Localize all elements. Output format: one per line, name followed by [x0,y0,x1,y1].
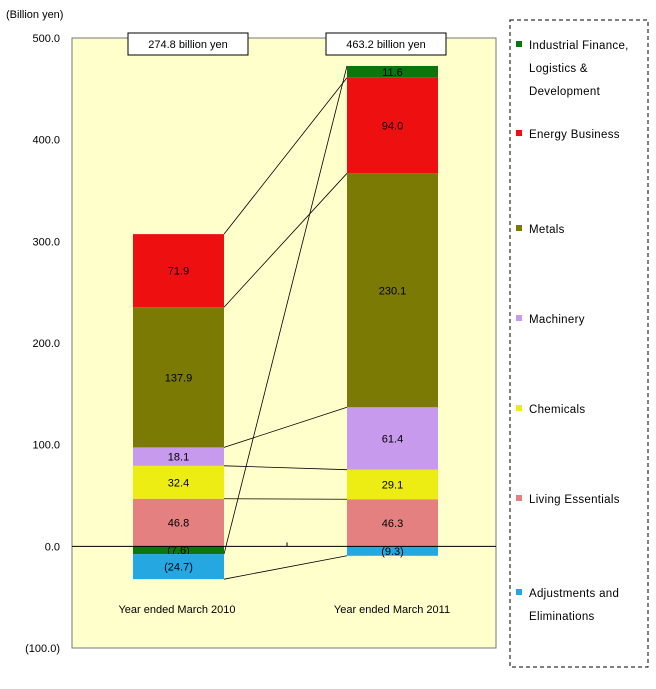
bar-segment [133,465,224,499]
legend-swatch [516,225,522,231]
legend-label: Metals [529,224,565,236]
connector-line [223,173,348,308]
legend: Industrial Finance, Logistics & Developmen… [516,40,629,623]
y-tick-label: 100.0 [32,440,60,452]
y-tick-label: 200.0 [32,338,60,350]
y-tick-label: 300.0 [32,236,60,248]
legend-label: Chemicals [529,404,585,416]
data-label: 18.1 [168,452,189,464]
total-box [325,32,447,56]
legend-swatch [516,315,522,321]
data-label: 230.1 [379,285,407,297]
legend-label: Living Essentials [529,494,620,506]
bar-segment [347,65,438,78]
data-label: 29.1 [382,479,403,491]
connector-line [223,498,348,500]
bar-segment [347,469,438,500]
connector-line [223,77,348,235]
bar-segment [347,499,438,547]
legend-swatch [516,495,522,501]
data-label: 61.4 [382,433,403,445]
legend-item: Living Essentials [516,494,620,506]
legend-label: Machinery [529,314,585,326]
bar-segment [347,77,438,174]
data-label: 32.4 [168,477,189,489]
connector-line [223,465,348,471]
x-category-label: Year ended March 2011 [334,604,450,616]
legend-label: Energy Business [529,129,620,141]
total-label: 463.2 billion yen [346,39,426,51]
data-label: 46.3 [382,518,403,530]
connector-line [223,65,348,555]
bars: 46.832.418.1137.971.9(7.6)(24.7)46.329.1… [133,65,438,580]
legend-label: Logistics & [529,63,588,75]
connector-line [223,406,348,448]
legend-swatch [516,405,522,411]
connector-lines [223,65,348,580]
legend-box [509,19,649,668]
y-axis-ticks: (100.0) 0.0 100.0 200.0 300.0 400.0 500.0 [25,33,60,655]
bar-segment [133,554,224,580]
bar-segment [347,173,438,408]
data-label: (9.3) [381,546,404,558]
x-category-label: Year ended March 2010 [118,604,235,616]
connector-line [223,555,348,580]
legend-item: Metals [516,224,565,236]
bar-segment [133,307,224,448]
x-axis-category-labels: Year ended March 2010 Year ended March 20… [118,604,450,616]
legend-item: Industrial Finance, Logistics & Developmen… [516,40,629,98]
data-label: 71.9 [168,266,189,278]
total-label: 274.8 billion yen [148,39,228,51]
bar-segment [133,234,224,308]
legend-item: Energy Business [516,129,620,141]
legend-item: Adjustments and Eliminations [516,588,619,623]
data-label: 94.0 [382,121,403,133]
y-tick-label: 400.0 [32,135,60,147]
data-label: 137.9 [165,372,193,384]
data-label: 11.6 [382,67,403,79]
total-box [127,32,249,56]
legend-item: Chemicals [516,404,585,416]
bar-segment [133,447,224,466]
legend-item: Machinery [516,314,585,326]
data-label: 46.8 [168,518,189,530]
y-axis-unit-label: (Billion yen) [6,9,63,21]
legend-label: Adjustments and [529,588,619,600]
y-tick-label: 0.0 [45,541,60,553]
legend-label: Eliminations [529,611,595,623]
total-callouts: 274.8 billion yen 463.2 billion yen [127,32,447,56]
data-label: (24.7) [164,562,193,574]
bar-segment [133,498,224,547]
bar-segment [347,407,438,470]
legend-swatch [516,41,522,47]
y-tick-label: 500.0 [32,33,60,45]
legend-label: Industrial Finance, [529,40,629,52]
zero-baseline [72,542,496,547]
bar-segment [133,546,224,555]
legend-label: Development [529,86,601,98]
y-tick-label: (100.0) [25,643,60,655]
legend-swatch [516,130,522,136]
legend-swatch [516,589,522,595]
bar-segment [347,546,438,556]
